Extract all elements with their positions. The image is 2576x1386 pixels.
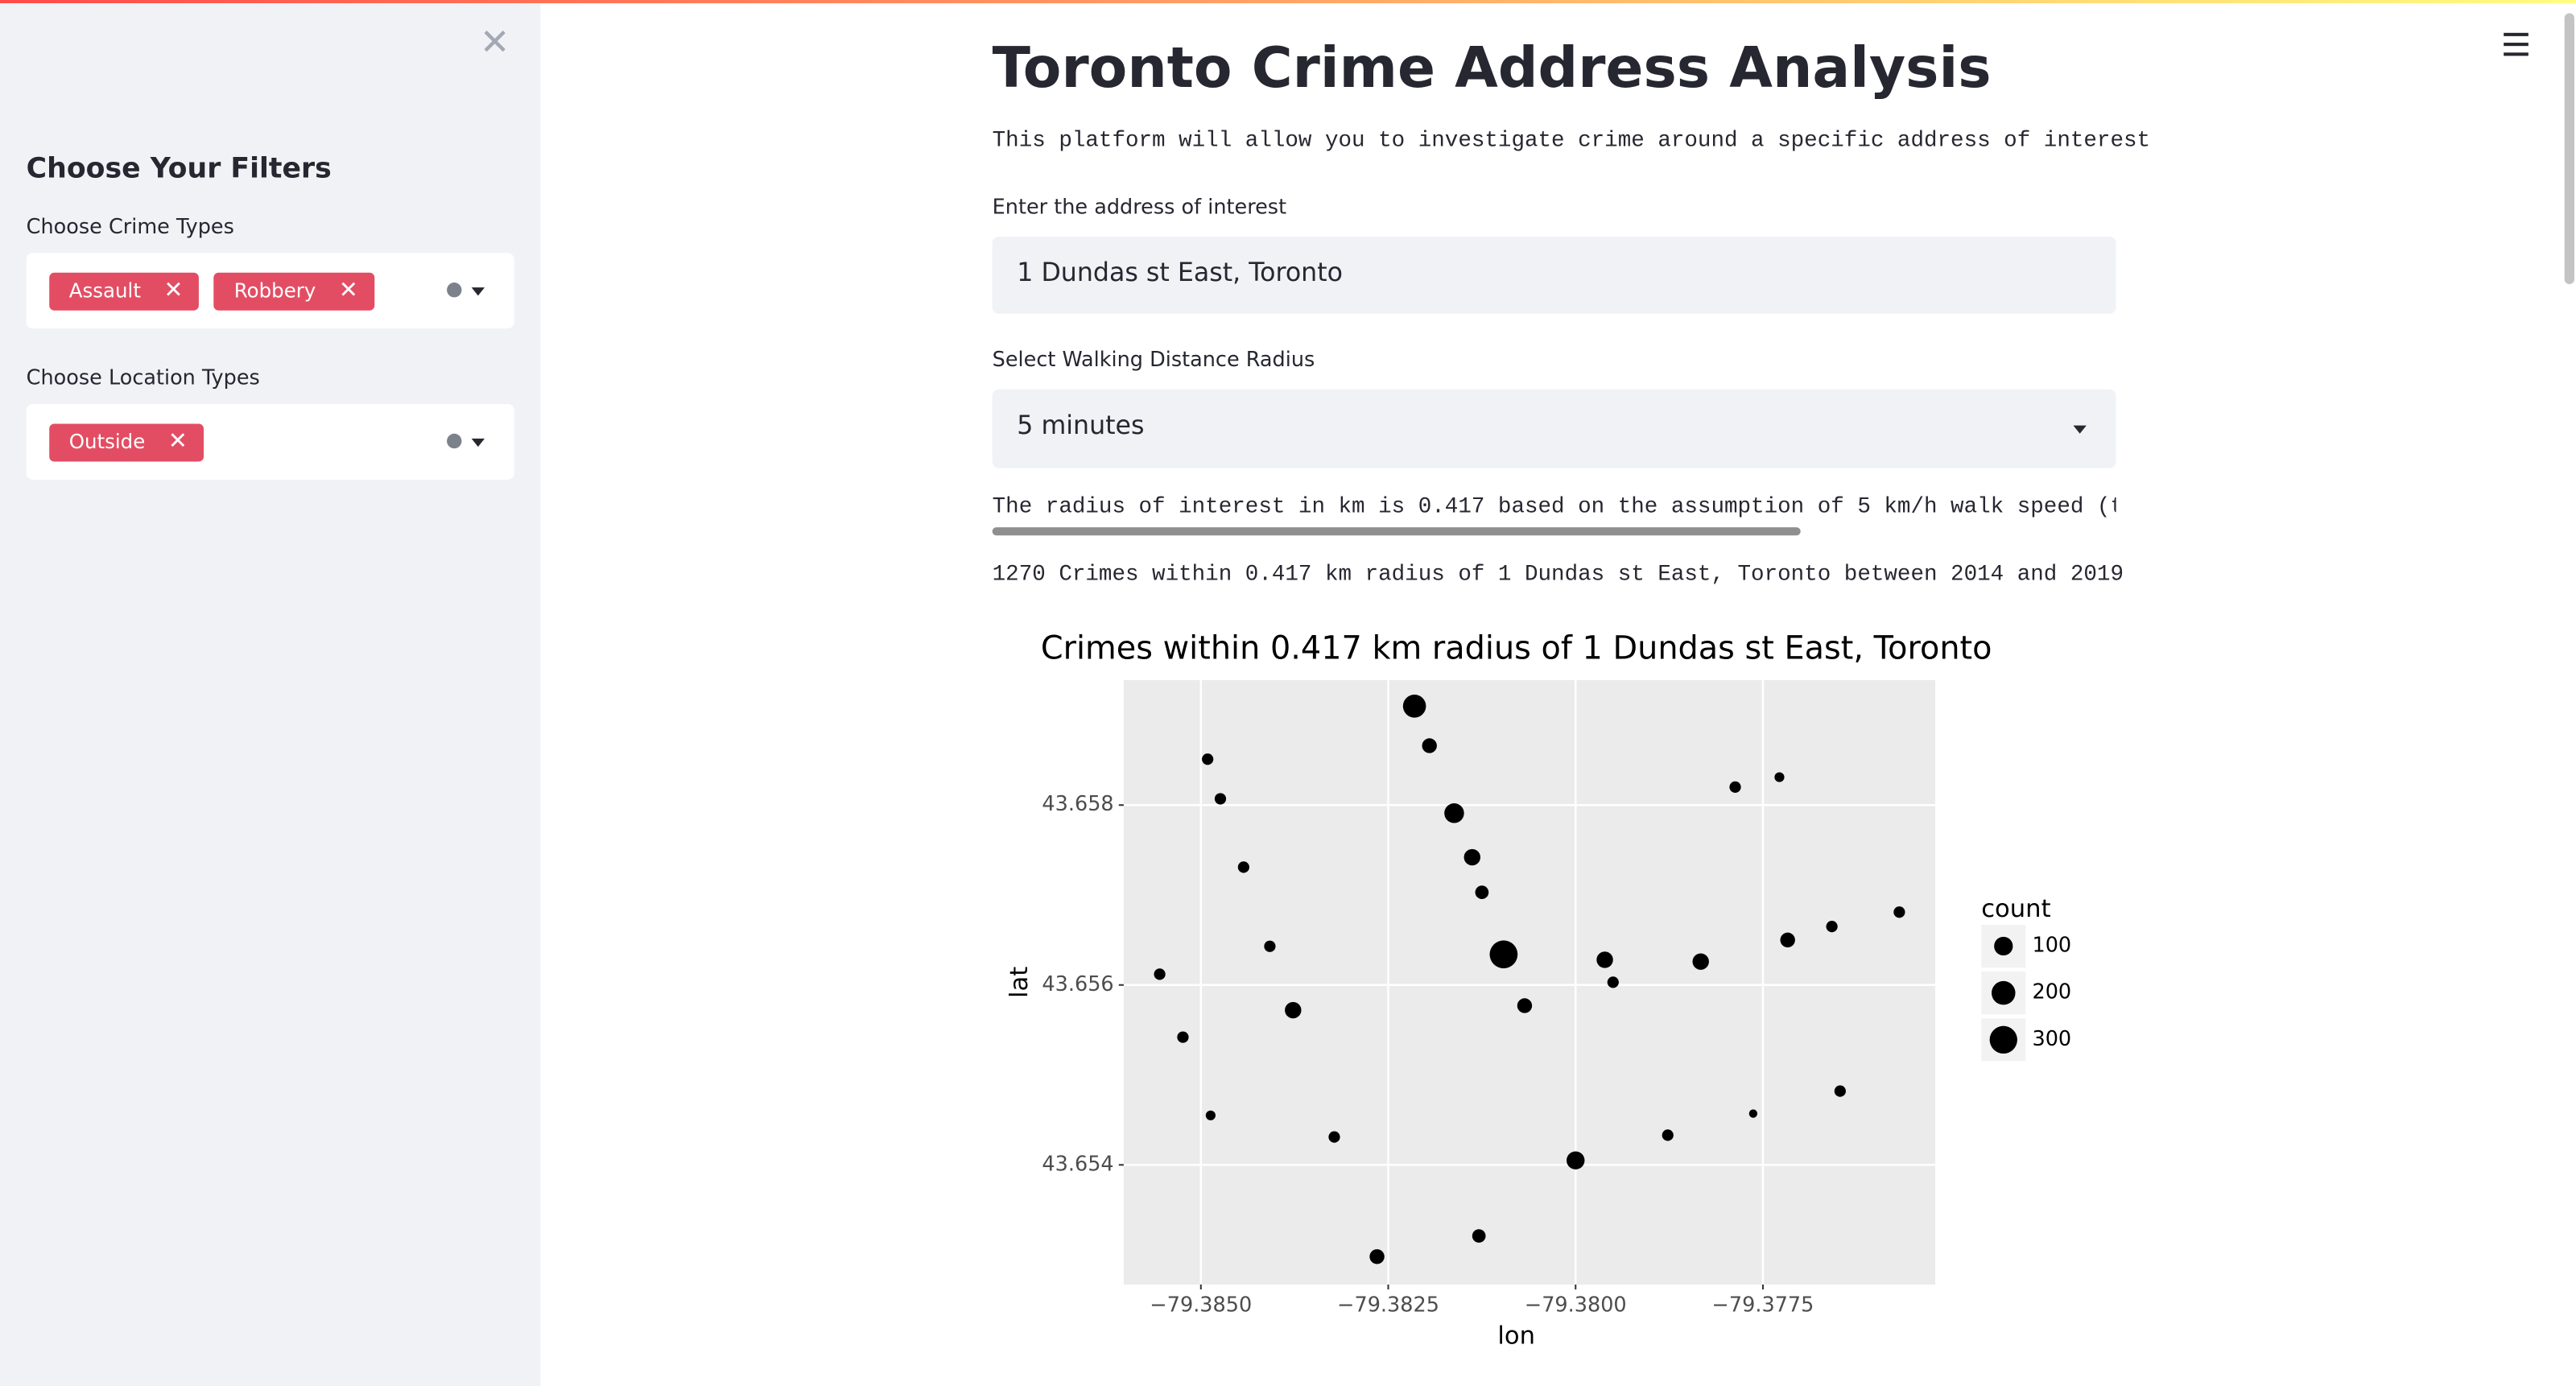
scatter-chart: Crimes within 0.417 km radius of 1 Dunda… (1005, 630, 2071, 1351)
point (1402, 695, 1426, 718)
legend-label: 100 (2032, 934, 2071, 958)
x-tick-label: −79.3775 (1712, 1293, 1814, 1317)
point (1834, 1085, 1846, 1097)
summary: 1270 Crimes within 0.417 km radius of 1 … (992, 563, 2124, 588)
point (1422, 738, 1437, 753)
y-tick-label: 43.656 (1042, 972, 1113, 996)
y-axis-label: lat (1005, 967, 1034, 998)
y-tick-label: 43.654 (1042, 1152, 1113, 1176)
point (1369, 1249, 1385, 1264)
sidebar: ✕ Choose Your Filters Choose Crime Types… (0, 3, 541, 1386)
radius-value: 5 minutes (1017, 410, 1145, 440)
x-tick-label: −79.3825 (1337, 1293, 1439, 1317)
point (1475, 885, 1489, 900)
page-title: Toronto Crime Address Analysis (992, 35, 1992, 102)
tag-remove[interactable]: ✕ (163, 277, 184, 304)
x-tick-label: −79.3800 (1525, 1293, 1627, 1317)
location-label: Choose Location Types (26, 365, 260, 390)
tag[interactable]: Assault ✕ (49, 272, 200, 311)
address-input[interactable]: 1 Dundas st East, Toronto (992, 236, 2116, 314)
point (1489, 940, 1518, 969)
radius-note: The radius of interest in km is 0.417 ba… (992, 496, 2116, 521)
sidebar-close[interactable]: ✕ (479, 23, 510, 64)
point (1237, 861, 1249, 873)
dropdown-caret[interactable] (471, 438, 485, 448)
tag[interactable]: Outside ✕ (49, 423, 204, 462)
point (1517, 998, 1533, 1013)
x-tick-label: −79.3850 (1150, 1293, 1252, 1317)
point (1780, 932, 1795, 948)
plot-panel (1123, 679, 1936, 1285)
point (1567, 1151, 1585, 1169)
point (1596, 951, 1613, 968)
point (1285, 1001, 1302, 1019)
point (1444, 803, 1464, 823)
horizontal-scrollbar[interactable] (992, 527, 1801, 536)
menu-button[interactable] (2504, 32, 2529, 56)
point (1692, 953, 1709, 970)
sidebar-heading: Choose Your Filters (26, 152, 332, 186)
point (1729, 781, 1741, 793)
legend-label: 300 (2032, 1027, 2071, 1051)
point (1607, 976, 1619, 988)
tag-remove[interactable]: ✕ (338, 277, 358, 304)
point (1826, 921, 1838, 933)
crime-label: Choose Crime Types (26, 213, 234, 238)
legend-point (1994, 936, 2013, 956)
chart-title: Crimes within 0.417 km radius of 1 Dunda… (1041, 630, 1992, 667)
radius-label: Select Walking Distance Radius (992, 346, 1315, 372)
y-tick-label: 43.658 (1042, 792, 1113, 816)
point (1154, 968, 1166, 980)
legend-label: 200 (2032, 980, 2071, 1004)
point (1463, 848, 1481, 866)
dropdown-caret (2073, 425, 2087, 434)
point (1472, 1229, 1486, 1243)
point (1774, 772, 1785, 782)
clear-button[interactable] (447, 283, 462, 298)
address-label: Enter the address of interest (992, 193, 1287, 219)
tag-text: Outside (68, 430, 146, 454)
clear-button[interactable] (447, 433, 462, 449)
legend-title: count (1981, 895, 2050, 923)
point (1202, 753, 1214, 765)
point (1748, 1109, 1758, 1118)
top-decoration (0, 0, 2576, 4)
legend-point (1989, 1025, 2017, 1054)
point (1264, 940, 1276, 952)
x-axis-label: lon (1497, 1322, 1535, 1351)
point (1893, 906, 1905, 918)
tag-text: Assault (68, 278, 141, 303)
dropdown-caret[interactable] (471, 287, 485, 296)
point (1662, 1129, 1674, 1141)
tag-remove[interactable]: ✕ (167, 428, 188, 456)
tag-text: Robbery (233, 278, 316, 303)
point (1177, 1031, 1189, 1043)
legend-point (1992, 980, 2016, 1005)
scrollbar[interactable] (2564, 13, 2574, 285)
radius-select[interactable]: 5 minutes (992, 389, 2116, 468)
point (1328, 1131, 1340, 1143)
point (1205, 1110, 1216, 1120)
tag[interactable]: Robbery ✕ (214, 272, 375, 311)
location-select[interactable]: Outside ✕ (26, 404, 514, 480)
address-value: 1 Dundas st East, Toronto (1017, 258, 1343, 288)
description: This platform will allow you to investig… (992, 130, 2151, 155)
point (1214, 793, 1227, 805)
crime-select[interactable]: Assault ✕ Robbery ✕ (26, 253, 514, 329)
